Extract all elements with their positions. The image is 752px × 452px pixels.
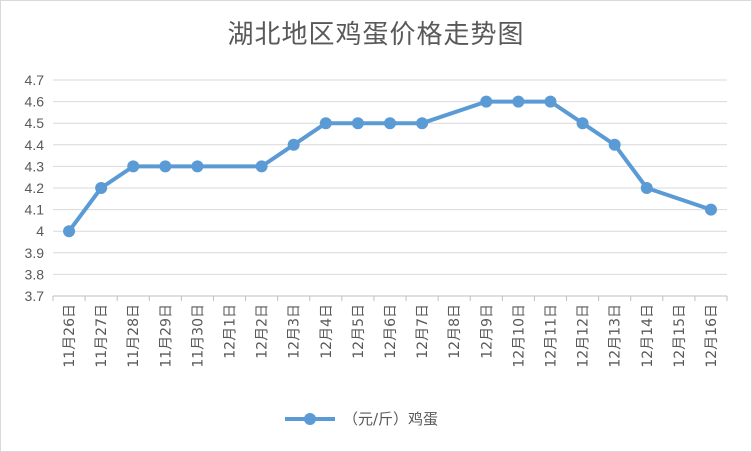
data-point — [640, 182, 653, 194]
data-point — [255, 160, 268, 173]
x-tick-label: 11月27日 — [94, 304, 110, 368]
legend: （元/斤）鸡蛋 — [285, 408, 438, 429]
x-tick-label: 12月15日 — [672, 304, 688, 368]
chart-title: 湖北地区鸡蛋价格走势图 — [227, 20, 525, 50]
data-point — [384, 117, 396, 130]
data-point — [159, 160, 172, 173]
x-tick-label: 12月7日 — [415, 304, 431, 359]
data-point — [704, 203, 717, 216]
data-point — [63, 225, 76, 238]
x-tick-label: 11月30日 — [190, 304, 206, 368]
x-tick-label: 12月10日 — [511, 304, 527, 368]
data-point — [351, 117, 364, 130]
x-tick-label: 12月14日 — [640, 304, 656, 368]
data-point — [544, 95, 557, 108]
data-point — [416, 117, 429, 130]
data-point — [512, 95, 525, 108]
x-tick-label: 11月28日 — [126, 304, 142, 368]
x-tick-label: 12月3日 — [287, 304, 303, 359]
x-tick-label: 12月4日 — [319, 304, 335, 359]
x-tick-label: 12月5日 — [351, 304, 367, 359]
y-tick-label: 3.7 — [25, 288, 45, 304]
y-tick-label: 3.9 — [25, 245, 45, 261]
x-tick-label: 11月26日 — [62, 304, 78, 368]
y-tick-label: 4.2 — [25, 180, 45, 196]
data-point — [480, 95, 493, 108]
data-point — [319, 117, 332, 130]
legend-label: （元/斤）鸡蛋 — [343, 410, 439, 428]
y-tick-label: 4.5 — [25, 115, 45, 131]
x-tick-label: 12月16日 — [704, 304, 720, 368]
y-tick-label: 4.6 — [25, 94, 45, 110]
x-tick-label: 12月1日 — [223, 304, 239, 359]
x-tick-label: 11月29日 — [158, 304, 174, 368]
y-tick-label: 4 — [36, 223, 44, 239]
x-tick-label: 12月8日 — [447, 304, 463, 359]
data-point — [127, 160, 140, 173]
x-tick-label: 12月6日 — [383, 304, 399, 359]
y-tick-label: 4.4 — [25, 137, 45, 153]
y-tick-label: 3.8 — [25, 266, 45, 282]
x-tick-label: 12月13日 — [608, 304, 624, 368]
data-point — [191, 160, 204, 173]
data-point — [287, 138, 300, 151]
data-point — [576, 117, 589, 130]
y-tick-label: 4.1 — [25, 202, 45, 218]
data-point — [95, 182, 108, 194]
y-tick-label: 4.7 — [25, 72, 45, 88]
x-tick-label: 12月9日 — [479, 304, 495, 359]
x-tick-label: 12月2日 — [255, 304, 271, 359]
legend-swatch-line-marker — [285, 409, 335, 429]
data-point — [608, 138, 621, 151]
x-tick-label: 12月11日 — [543, 304, 559, 368]
x-tick-label: 12月12日 — [576, 304, 592, 368]
y-tick-label: 4.3 — [25, 158, 45, 174]
